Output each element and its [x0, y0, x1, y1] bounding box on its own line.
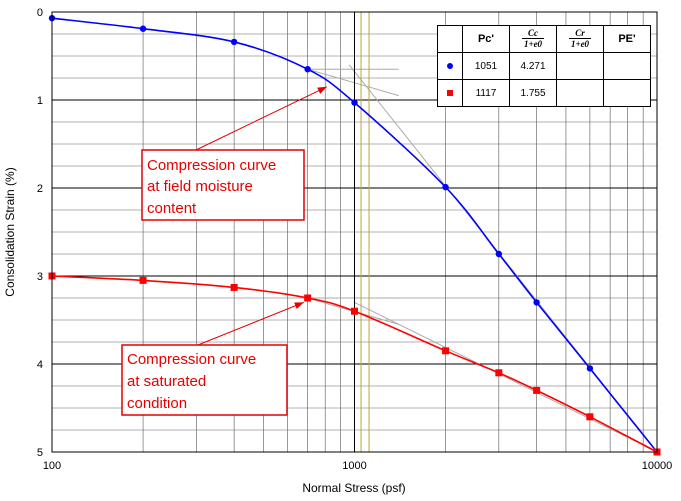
pe-header: PE': [603, 25, 651, 53]
data-point: [442, 183, 449, 191]
data-point: [495, 250, 503, 258]
circle-marker-icon: [447, 62, 453, 69]
callout-line: condition: [127, 395, 187, 412]
callout-arrowhead: [294, 302, 304, 310]
callout-line: at saturated: [127, 373, 206, 390]
data-point: [351, 99, 358, 106]
square-marker-icon: [447, 89, 453, 96]
table-row: 1051 4.271: [437, 52, 651, 80]
callout-line: at field moisture: [147, 178, 253, 195]
table-header-row: Pc' Cc 1+e0 Cr 1+e0 PE': [437, 25, 651, 53]
callout-line: content: [147, 200, 197, 217]
cr-cell: [556, 52, 604, 80]
callout-arrow: [197, 301, 305, 346]
data-point: [442, 347, 450, 355]
callout-field-moisture: Compression curve at field moisture cont…: [141, 86, 328, 221]
cr-cell: [556, 79, 604, 107]
y-tick-label: 2: [37, 183, 43, 195]
data-point: [586, 365, 594, 372]
data-point: [230, 38, 238, 46]
marker-cell: [437, 52, 463, 80]
callout-box: [141, 149, 305, 221]
data-point: [304, 294, 312, 302]
plot-frame: [51, 11, 658, 453]
construction-line: [354, 301, 658, 453]
pe-cell: [603, 79, 651, 107]
y-axis-label: Consolidation Strain (%): [3, 167, 17, 296]
x-tick-label: 1000: [342, 460, 366, 472]
data-point: [495, 369, 503, 377]
callout-line: Compression curve: [127, 351, 256, 368]
pe-cell: [603, 52, 651, 80]
table-row: 1117 1.755: [437, 79, 651, 107]
pc-header: Pc': [462, 25, 510, 53]
cr-header: Cr 1+e0: [556, 25, 604, 53]
construction-line: [307, 68, 399, 97]
series-lines: [51, 17, 658, 453]
callout-line: Compression curve: [147, 157, 276, 174]
marker-cell: [437, 79, 463, 107]
x-axis-label: Normal Stress (psf): [302, 481, 405, 495]
data-point: [533, 299, 540, 306]
marker-col-header: [437, 25, 463, 53]
y-tick-label: 5: [37, 447, 43, 459]
y-tick-label: 4: [37, 359, 43, 371]
x-tick-label: 10000: [642, 460, 673, 472]
cc-header: Cc 1+e0: [509, 25, 557, 53]
callout-arrowhead: [317, 86, 327, 94]
callout-box: [121, 344, 288, 416]
cc-cell: 4.271: [509, 52, 557, 80]
data-point: [230, 283, 238, 291]
pc-cell: 1117: [462, 79, 510, 107]
data-point: [586, 413, 594, 421]
x-tick-labels: 100 1000 10000: [43, 460, 672, 472]
data-point: [139, 25, 147, 32]
y-tick-label: 3: [37, 271, 43, 283]
series-line: [51, 275, 658, 453]
y-tick-label: 0: [37, 7, 43, 19]
data-point: [351, 307, 358, 315]
cc-cell: 1.755: [509, 79, 557, 107]
data-point: [533, 386, 541, 394]
pc-cell: 1051: [462, 52, 510, 80]
callout-saturated: Compression curve at saturated condition: [121, 301, 305, 416]
y-tick-label: 1: [37, 95, 43, 107]
data-point: [139, 276, 147, 284]
callout-arrow: [195, 86, 328, 151]
y-tick-labels: 0 1 2 3 4 5: [37, 7, 43, 459]
parameter-table: Pc' Cc 1+e0 Cr 1+e0 PE' 1051 4.271 1117 1.…: [437, 25, 651, 107]
data-point: [304, 66, 311, 73]
x-tick-label: 100: [43, 460, 61, 472]
series-line: [51, 17, 658, 453]
